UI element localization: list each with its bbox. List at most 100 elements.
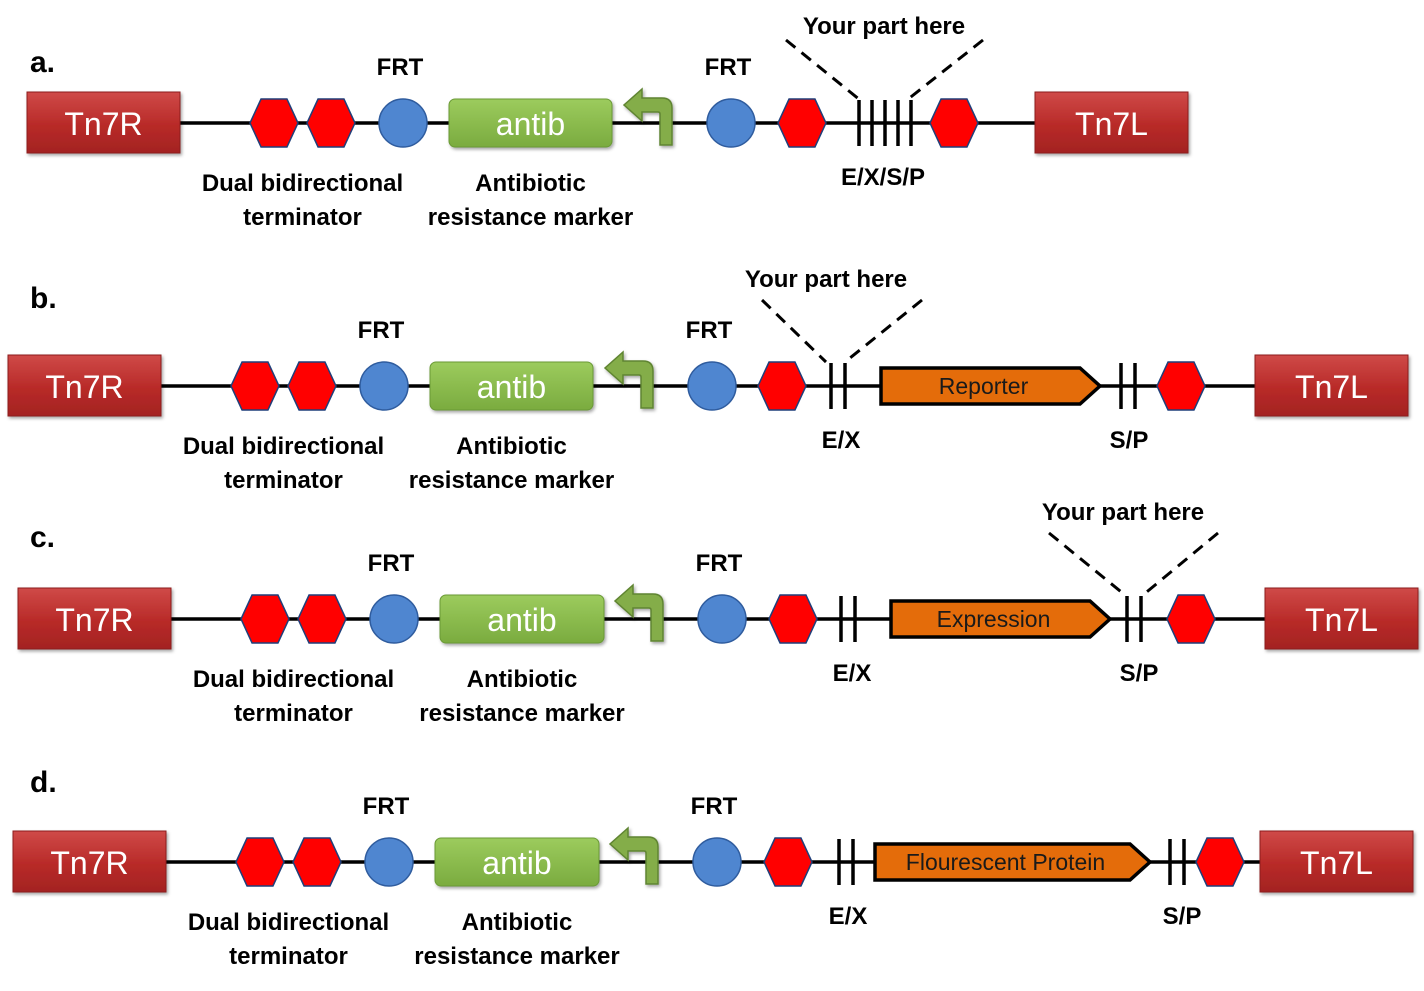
insert-dashed-line [1142,531,1219,597]
restriction-site-label: S/P [1110,427,1149,454]
promoter-arrow-icon [608,826,659,885]
restriction-site-label: E/X [833,660,872,687]
terminator-label: terminator [234,700,353,727]
frt-label: FRT [368,550,415,577]
terminator-hexagon [768,594,818,644]
antib-box [448,98,613,148]
panel-c: c. Tn7R Tn7L FRT FRT antib E/X S/P Expression You… [17,499,1419,727]
tn7r-box [17,587,172,650]
frt-label: FRT [377,54,424,81]
insert-dashed-line [844,298,923,364]
panel-a: a. Tn7R Tn7L FRT FRT antib E/X/S/P Your part he… [26,13,1189,231]
panel-letter: c. [30,521,55,554]
tn7r-box-label: Tn7R [45,369,123,405]
tn7r-box [7,354,162,417]
terminator-hexagon [757,361,807,411]
insert-dashed-line [906,38,984,102]
antib-label: antib [496,106,565,142]
terminator-hexagon [1166,594,1216,644]
panel-letter: d. [30,766,57,799]
terminator-hexagon [306,98,356,148]
frt-site-circle [369,594,419,644]
frt-site-circle [687,361,737,411]
antib-box [434,837,600,887]
terminator-hexagon [230,361,280,411]
panel-letter: a. [30,46,55,79]
insert-label: Your part here [1042,499,1204,526]
insert-label: Your part here [803,13,965,40]
antib-resistance-label: Antibiotic [467,666,578,693]
insert-dashed-line [1048,531,1126,597]
terminator-label: Dual bidirectional [188,909,389,936]
tn7r-box [12,830,167,893]
frt-site-circle [359,361,409,411]
frt-label: FRT [705,54,752,81]
terminator-label: terminator [229,943,348,970]
restriction-site-label: E/X [822,427,861,454]
tn7l-box [1254,354,1409,417]
antib-resistance-label: Antibiotic [462,909,573,936]
part-arrow-label: Flourescent Protein [906,849,1105,875]
frt-site-circle [378,98,428,148]
terminator-hexagon [249,98,299,148]
insert-dashed-line [760,298,828,364]
terminator-label: Dual bidirectional [202,170,403,197]
tn7r-box-label: Tn7R [55,602,133,638]
terminator-hexagon [235,837,285,887]
antib-resistance-label: Antibiotic [456,433,567,460]
terminator-label: terminator [224,467,343,494]
antib-resistance-label: resistance marker [409,467,614,494]
part-arrow [889,599,1113,639]
tn7r-box-label: Tn7R [64,106,142,142]
frt-label: FRT [358,317,405,344]
terminator-hexagon [292,837,342,887]
frt-site-circle [364,837,414,887]
part-arrow [873,842,1153,882]
tn7r-box [26,91,181,154]
terminator-hexagon [297,594,347,644]
part-arrow-label: Expression [937,606,1051,632]
tn7l-box-label: Tn7L [1075,106,1148,142]
terminator-label: Dual bidirectional [183,433,384,460]
antib-resistance-label: Antibiotic [475,170,586,197]
terminator-hexagon [763,837,813,887]
insert-label: Your part here [745,266,907,293]
antib-box [439,594,605,644]
antib-resistance-label: resistance marker [419,700,624,727]
promoter-arrow-icon [603,350,654,409]
restriction-site-label: E/X/S/P [841,164,925,191]
antib-box [429,361,594,411]
panel-b: b. Tn7R Tn7L FRT FRT antib E/X S/P Reporter Your … [7,266,1409,494]
tn7l-box-label: Tn7L [1300,845,1373,881]
panel-d: d. Tn7R Tn7L FRT FRT antib E/X S/P Flourescent P… [12,766,1414,970]
frt-label: FRT [363,793,410,820]
antib-resistance-label: resistance marker [428,204,633,231]
panel-letter: b. [30,282,57,315]
part-arrow [879,366,1103,406]
terminator-hexagon [287,361,337,411]
tn7l-box-label: Tn7L [1305,602,1378,638]
part-arrow-label: Reporter [939,373,1029,399]
antib-label: antib [482,845,551,881]
tn7l-box [1264,587,1419,650]
restriction-site-label: E/X [829,903,868,930]
frt-label: FRT [696,550,743,577]
frt-site-circle [697,594,747,644]
frt-site-circle [692,837,742,887]
frt-label: FRT [686,317,733,344]
tn7r-box-label: Tn7R [50,845,128,881]
terminator-hexagon [1195,837,1245,887]
tn7l-box-label: Tn7L [1295,369,1368,405]
promoter-arrow-icon [613,583,664,642]
antib-label: antib [477,369,546,405]
terminator-label: Dual bidirectional [193,666,394,693]
antib-resistance-label: resistance marker [414,943,619,970]
insert-dashed-line [785,38,861,102]
terminator-label: terminator [243,204,362,231]
terminator-hexagon [1156,361,1206,411]
promoter-arrow-icon [622,87,673,146]
tn7l-box [1259,830,1414,893]
frt-site-circle [706,98,756,148]
terminator-hexagon [777,98,827,148]
